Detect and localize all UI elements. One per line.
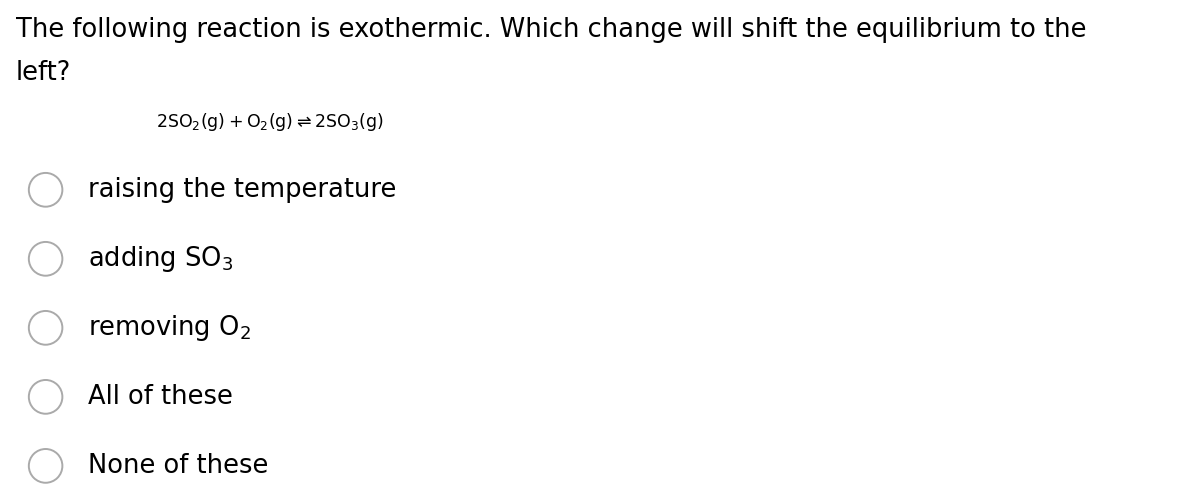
Text: None of these: None of these — [88, 453, 268, 479]
Text: left?: left? — [16, 60, 71, 86]
Text: All of these: All of these — [88, 384, 233, 410]
Text: The following reaction is exothermic. Which change will shift the equilibrium to: The following reaction is exothermic. Wh… — [16, 17, 1086, 43]
Text: removing $\mathregular{O_2}$: removing $\mathregular{O_2}$ — [88, 313, 251, 343]
Text: $\mathregular{2SO_2(g) + O_2(g) \rightleftharpoons 2SO_3(g)}$: $\mathregular{2SO_2(g) + O_2(g) \rightle… — [156, 111, 383, 133]
Text: raising the temperature: raising the temperature — [88, 177, 396, 203]
Text: adding $\mathregular{SO_3}$: adding $\mathregular{SO_3}$ — [88, 244, 233, 274]
